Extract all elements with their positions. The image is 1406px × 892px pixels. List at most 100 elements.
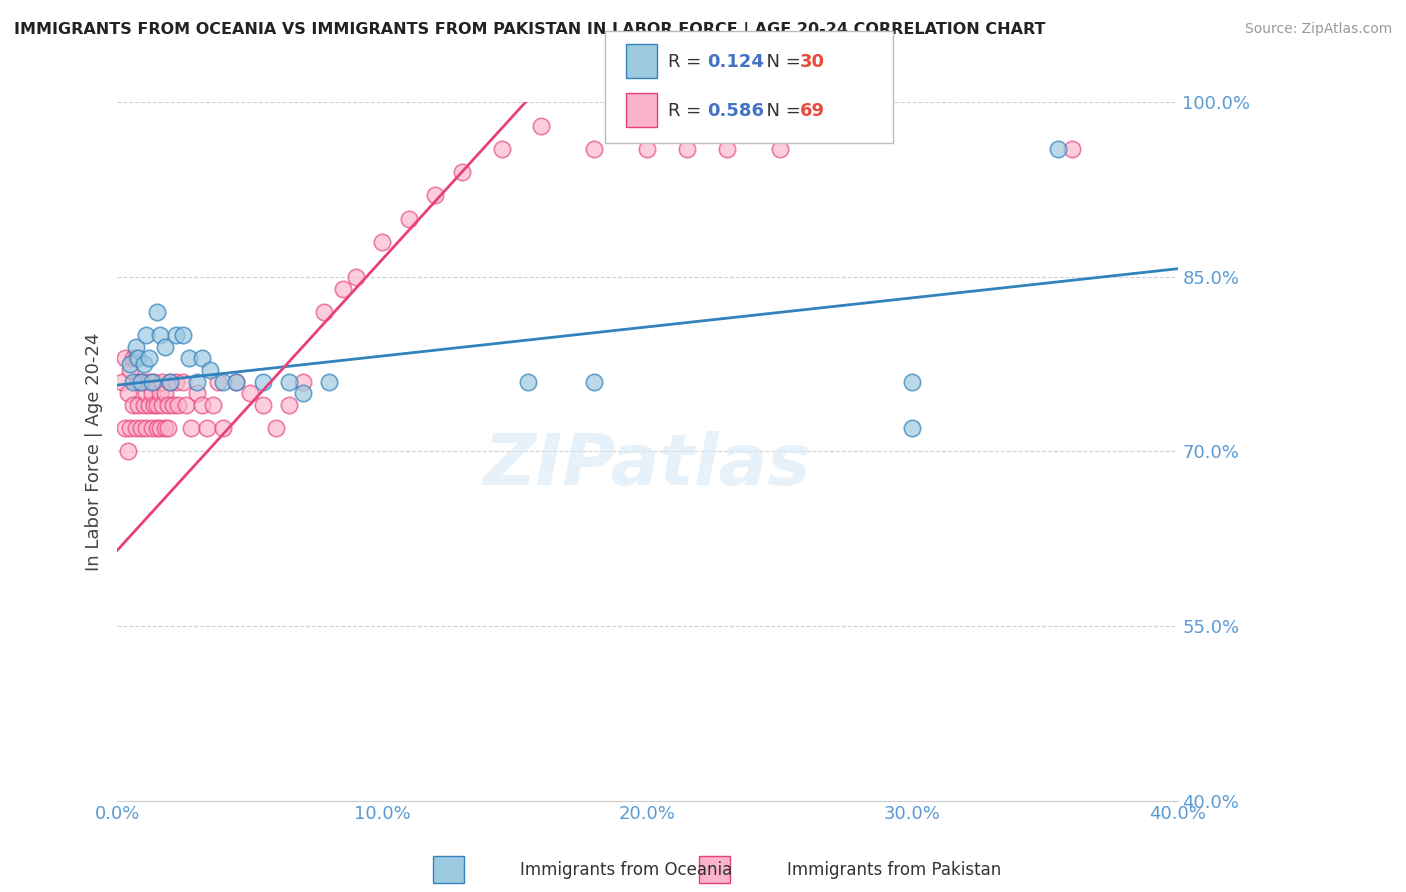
Point <box>264 421 287 435</box>
Point <box>149 328 172 343</box>
Point <box>530 119 553 133</box>
Point <box>636 142 658 156</box>
Point <box>198 363 221 377</box>
Point <box>172 328 194 343</box>
Point <box>111 375 134 389</box>
Point <box>141 386 163 401</box>
Text: R =: R = <box>668 53 707 71</box>
Point <box>901 421 924 435</box>
Point <box>129 375 152 389</box>
Point <box>207 375 229 389</box>
Point <box>135 328 157 343</box>
Point <box>159 375 181 389</box>
Point <box>371 235 394 249</box>
Point <box>132 398 155 412</box>
Point <box>122 398 145 412</box>
Point <box>129 421 152 435</box>
Point <box>125 351 148 366</box>
Point <box>149 421 172 435</box>
Point <box>583 375 606 389</box>
Point <box>146 398 169 412</box>
Point <box>291 386 314 401</box>
Point <box>127 398 149 412</box>
Point <box>114 351 136 366</box>
Text: Immigrants from Pakistan: Immigrants from Pakistan <box>787 861 1001 879</box>
Point <box>239 386 262 401</box>
Text: 0.124: 0.124 <box>707 53 763 71</box>
Point <box>278 375 301 389</box>
Point <box>716 142 738 156</box>
Point <box>165 375 187 389</box>
Point <box>156 421 179 435</box>
Point <box>252 375 274 389</box>
Point <box>1047 142 1070 156</box>
Point <box>122 351 145 366</box>
Point <box>122 375 145 389</box>
Point <box>186 386 208 401</box>
Point <box>676 142 699 156</box>
Point <box>153 386 176 401</box>
Y-axis label: In Labor Force | Age 20-24: In Labor Force | Age 20-24 <box>86 332 103 571</box>
Text: 0.586: 0.586 <box>707 103 765 120</box>
Point <box>186 375 208 389</box>
Point <box>120 421 142 435</box>
Point <box>1060 142 1083 156</box>
Point <box>117 444 139 458</box>
Point <box>156 398 179 412</box>
Point <box>225 375 247 389</box>
Point <box>225 375 247 389</box>
Text: ZIPatlas: ZIPatlas <box>484 431 811 500</box>
Point <box>132 357 155 371</box>
Point <box>125 421 148 435</box>
Point <box>491 142 513 156</box>
Point <box>135 386 157 401</box>
Point <box>120 363 142 377</box>
Point <box>114 421 136 435</box>
Text: N =: N = <box>755 103 807 120</box>
Point <box>425 188 447 202</box>
Point <box>159 375 181 389</box>
Point <box>141 375 163 389</box>
Point <box>132 375 155 389</box>
Point <box>174 398 197 412</box>
Point <box>129 375 152 389</box>
Point <box>153 421 176 435</box>
Point <box>191 351 214 366</box>
Point <box>195 421 218 435</box>
Point <box>291 375 314 389</box>
Point <box>344 269 367 284</box>
Point <box>146 305 169 319</box>
Point <box>191 398 214 412</box>
Point <box>177 351 200 366</box>
Point <box>165 328 187 343</box>
Point <box>901 375 924 389</box>
Point <box>141 421 163 435</box>
Point <box>180 421 202 435</box>
Point <box>332 281 354 295</box>
Point <box>312 305 335 319</box>
Point <box>135 421 157 435</box>
Point <box>318 375 340 389</box>
Text: 30: 30 <box>800 53 825 71</box>
Point <box>127 351 149 366</box>
Point <box>252 398 274 412</box>
Point <box>167 398 190 412</box>
Point <box>162 398 184 412</box>
Point <box>517 375 540 389</box>
Point <box>769 142 792 156</box>
Point <box>143 398 166 412</box>
Point <box>398 211 420 226</box>
Point <box>450 165 472 179</box>
Text: R =: R = <box>668 103 707 120</box>
Text: N =: N = <box>755 53 807 71</box>
Point <box>143 375 166 389</box>
Point <box>172 375 194 389</box>
Point <box>138 375 160 389</box>
Point <box>127 375 149 389</box>
Point <box>201 398 224 412</box>
Point <box>138 398 160 412</box>
Point <box>120 357 142 371</box>
Point <box>149 386 172 401</box>
Point <box>212 421 235 435</box>
Text: Immigrants from Oceania: Immigrants from Oceania <box>520 861 733 879</box>
